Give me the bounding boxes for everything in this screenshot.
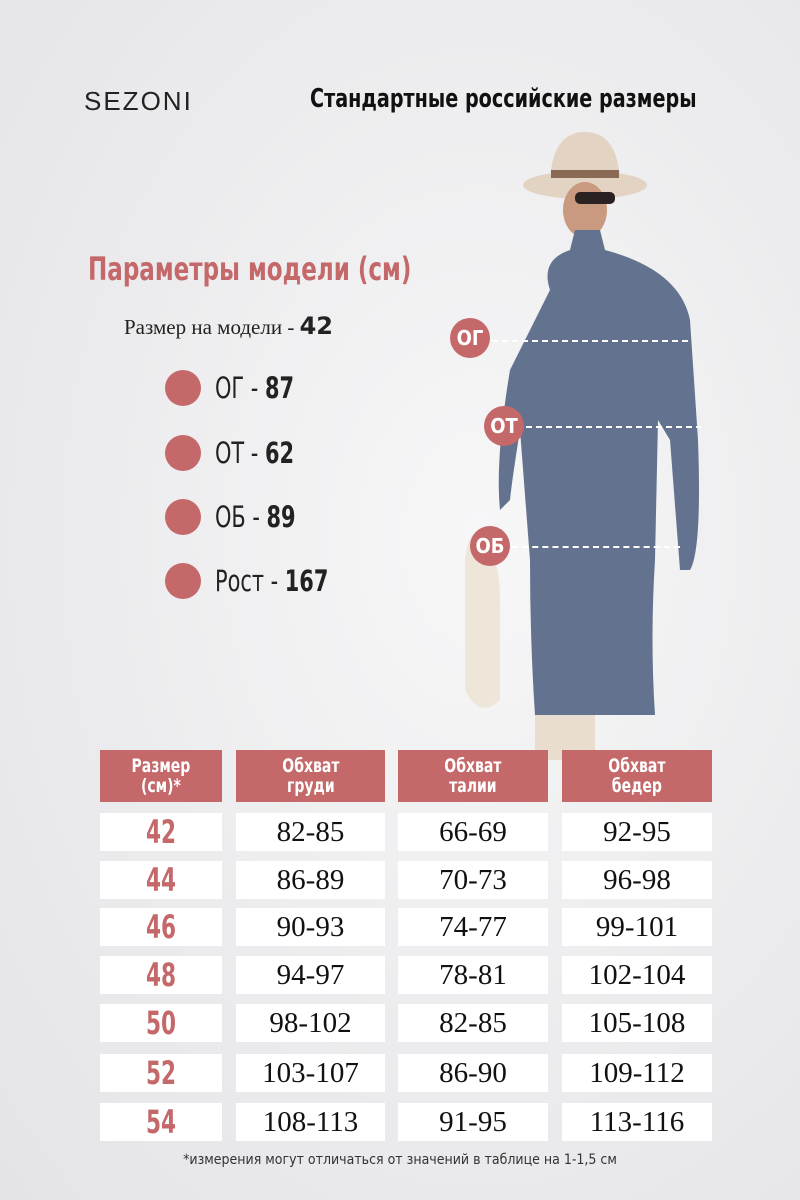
model-photo xyxy=(465,132,699,760)
bullet-icon xyxy=(165,563,201,599)
measure-cell: 82-85 xyxy=(398,1004,548,1042)
measure-cell: 90-93 xyxy=(236,908,385,946)
param-waist: ОТ - 62 xyxy=(165,435,314,471)
hips-measure-line xyxy=(512,546,680,548)
table-header-2: Обхват талии xyxy=(398,750,548,802)
model-size: Размер на модели - 42 xyxy=(124,312,333,340)
table-header-0: Размер (см)* xyxy=(100,750,222,802)
bullet-icon xyxy=(165,499,201,535)
hips-marker: ОБ xyxy=(470,526,510,566)
measure-cell: 86-90 xyxy=(398,1054,548,1092)
measure-cell: 102-104 xyxy=(562,956,712,994)
measure-cell: 78-81 xyxy=(398,956,548,994)
size-cell: 44 xyxy=(100,861,222,899)
measure-cell: 105-108 xyxy=(562,1004,712,1042)
measure-cell: 108-113 xyxy=(236,1103,385,1141)
measure-cell: 86-89 xyxy=(236,861,385,899)
measure-cell: 70-73 xyxy=(398,861,548,899)
size-cell: 42 xyxy=(100,813,222,851)
measure-cell: 103-107 xyxy=(236,1054,385,1092)
param-hips: ОБ - 89 xyxy=(165,499,316,535)
measure-cell: 82-85 xyxy=(236,813,385,851)
param-chest: ОГ - 87 xyxy=(165,370,314,406)
size-cell: 52 xyxy=(100,1054,222,1092)
measure-cell: 94-97 xyxy=(236,956,385,994)
size-cell: 48 xyxy=(100,956,222,994)
model-size-label: Размер на модели - xyxy=(124,315,300,339)
measure-cell: 98-102 xyxy=(236,1004,385,1042)
measure-cell: 91-95 xyxy=(398,1103,548,1141)
footnote: *измерения могут отличаться от значений … xyxy=(183,1152,617,1168)
size-cell: 54 xyxy=(100,1103,222,1141)
measure-cell: 99-101 xyxy=(562,908,712,946)
brand-logo: SEZONI xyxy=(84,86,193,116)
bullet-icon xyxy=(165,370,201,406)
model-params-title: Параметры модели (см) xyxy=(88,250,412,288)
table-header-3: Обхват бедер xyxy=(562,750,712,802)
chest-marker: ОГ xyxy=(450,318,490,358)
measure-cell: 96-98 xyxy=(562,861,712,899)
bullet-icon xyxy=(165,435,201,471)
measure-cell: 74-77 xyxy=(398,908,548,946)
waist-marker: ОТ xyxy=(484,406,524,446)
measure-cell: 92-95 xyxy=(562,813,712,851)
size-cell: 46 xyxy=(100,908,222,946)
table-header-1: Обхват груди xyxy=(236,750,385,802)
waist-measure-line xyxy=(526,426,702,428)
model-size-value: 42 xyxy=(299,312,333,340)
size-cell: 50 xyxy=(100,1004,222,1042)
measure-cell: 113-116 xyxy=(562,1103,712,1141)
param-height: Рост - 167 xyxy=(165,563,357,599)
chest-measure-line xyxy=(492,340,688,342)
measure-cell: 109-112 xyxy=(562,1054,712,1092)
measure-cell: 66-69 xyxy=(398,813,548,851)
page-title: Стандартные российские размеры xyxy=(310,84,697,114)
